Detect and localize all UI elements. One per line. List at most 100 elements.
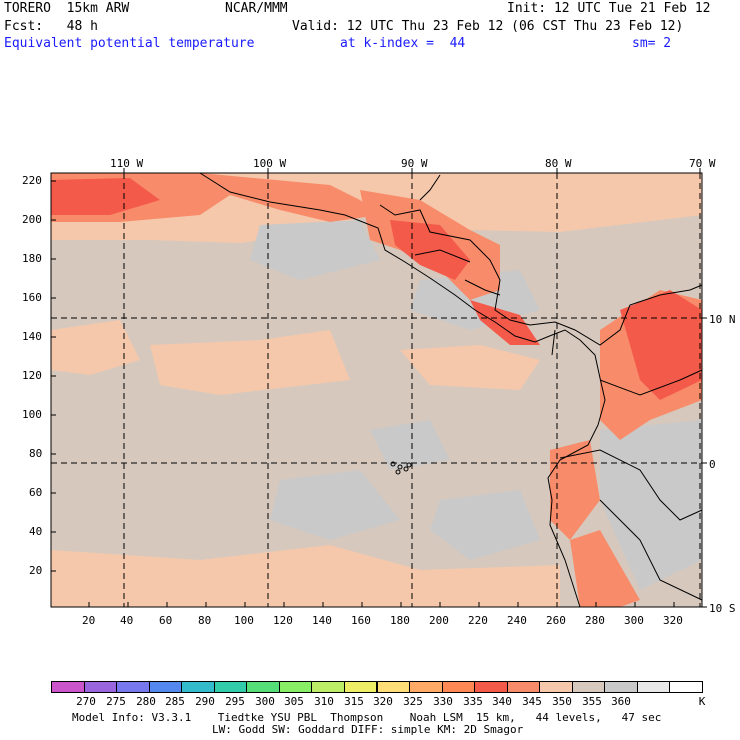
hot-region xyxy=(200,173,380,222)
axis-ticks xyxy=(51,168,707,608)
colorbar-swatch xyxy=(636,681,671,693)
galapagos-island xyxy=(390,461,396,467)
x-tick-label: 260 xyxy=(546,614,566,627)
border xyxy=(464,279,501,296)
lat-label: 10 N xyxy=(709,313,736,326)
galapagos-island xyxy=(406,462,412,468)
y-tick-label: 200 xyxy=(22,213,42,226)
lon-label: 100 W xyxy=(253,157,287,170)
caribbean-coastline xyxy=(379,204,703,346)
colorbar-label: 320 xyxy=(373,695,393,708)
model-physics: LW: Godd SW: Goddard DIFF: simple KM: 2D… xyxy=(212,723,524,736)
x-tick-label: 160 xyxy=(351,614,371,627)
colorbar-label: 270 xyxy=(76,695,96,708)
galapagos-island xyxy=(403,466,409,472)
border xyxy=(551,329,556,356)
lon-label: 90 W xyxy=(401,157,428,170)
coastlines xyxy=(199,172,703,608)
colorbar-swatch xyxy=(539,681,573,693)
colorbar-label: 360 xyxy=(611,695,631,708)
y-tick-label: 40 xyxy=(29,525,43,538)
pacific-coastline xyxy=(199,172,606,608)
cool-patch xyxy=(430,490,540,560)
y-tick-label: 80 xyxy=(29,447,43,460)
x-tick-label: 140 xyxy=(312,614,332,627)
colorbar-label: 305 xyxy=(284,695,304,708)
hotter-region xyxy=(51,178,160,215)
colorbar-swatch xyxy=(213,681,248,693)
colorbar-swatch xyxy=(311,681,345,693)
x-tick-label: 120 xyxy=(273,614,293,627)
colorbar-label: 310 xyxy=(314,695,334,708)
colorbar-label: 350 xyxy=(552,695,572,708)
map-frame xyxy=(50,172,703,608)
hotter-region xyxy=(470,300,540,345)
lon-label: 110 W xyxy=(110,157,144,170)
x-tick-label: 240 xyxy=(507,614,527,627)
cool-patch xyxy=(270,470,400,540)
colorbar-swatch xyxy=(376,681,411,693)
colorbar-swatch xyxy=(409,681,443,693)
smoothing-label: sm= 2 xyxy=(632,36,672,51)
hot-region xyxy=(550,440,600,540)
colorbar-swatch xyxy=(51,681,85,693)
lat-lon-grid xyxy=(51,173,702,607)
cool-patch xyxy=(250,220,380,280)
colorbar-swatch xyxy=(343,681,378,693)
colorbar-swatch xyxy=(116,681,150,693)
model-info: Model Info: V3.3.1 Tiedtke YSU PBL Thomp… xyxy=(72,711,662,724)
colorbar-label: 295 xyxy=(225,695,245,708)
colorbar-swatch xyxy=(474,681,508,693)
valid-time: Valid: 12 UTC Thu 23 Feb 12 (06 CST Thu … xyxy=(292,19,684,34)
colorbar-label: 280 xyxy=(136,695,156,708)
x-tick-label: 20 xyxy=(82,614,96,627)
colorbar-label: 325 xyxy=(403,695,423,708)
x-tick-label: 80 xyxy=(198,614,212,627)
field-shading xyxy=(51,173,702,607)
border xyxy=(414,249,471,263)
y-tick-label: 20 xyxy=(29,564,43,577)
field-name: Equivalent potential temperature xyxy=(4,36,255,51)
colorbar-swatch xyxy=(148,681,183,693)
x-tick-label: 180 xyxy=(390,614,410,627)
warm-south-band xyxy=(51,545,560,607)
y-tick-label: 120 xyxy=(22,369,42,382)
hot-region xyxy=(570,530,640,607)
hotter-region xyxy=(390,220,470,280)
colorbar-label: 275 xyxy=(106,695,126,708)
colorbar-swatch xyxy=(441,681,476,693)
warm-patch xyxy=(51,320,140,375)
border xyxy=(599,369,703,396)
lon-label: 70 W xyxy=(689,157,716,170)
colorbar-swatch xyxy=(571,681,606,693)
y-tick-label: 60 xyxy=(29,486,43,499)
warm-patch xyxy=(150,330,350,395)
lon-label: 80 W xyxy=(545,157,572,170)
x-tick-label: 220 xyxy=(468,614,488,627)
y-tick-label: 220 xyxy=(22,174,42,187)
galapagos-island xyxy=(395,469,401,475)
cool-patch xyxy=(370,420,450,470)
colorbar-swatch xyxy=(278,681,313,693)
colorbar-label: 285 xyxy=(165,695,185,708)
colorbar-label: 330 xyxy=(433,695,453,708)
x-tick-label: 200 xyxy=(429,614,449,627)
y-tick-label: 180 xyxy=(22,252,42,265)
colorbar-label: 300 xyxy=(255,695,275,708)
x-tick-label: 300 xyxy=(624,614,644,627)
colorbar-swatch xyxy=(181,681,215,693)
x-tick-label: 320 xyxy=(663,614,683,627)
border xyxy=(559,449,703,521)
y-tick-label: 160 xyxy=(22,291,42,304)
colorbar-swatch xyxy=(506,681,541,693)
colorbar-swatch xyxy=(83,681,118,693)
colorbar-label: 315 xyxy=(344,695,364,708)
lat-label: 10 S xyxy=(709,602,736,615)
init-time: Init: 12 UTC Tue 21 Feb 12 xyxy=(507,1,711,16)
colorbar-label: 355 xyxy=(582,695,602,708)
y-tick-label: 140 xyxy=(22,330,42,343)
organization: NCAR/MMM xyxy=(225,1,288,16)
colorbar-unit: K xyxy=(698,695,706,708)
forecast-hour: Fcst: 48 h xyxy=(4,19,98,34)
